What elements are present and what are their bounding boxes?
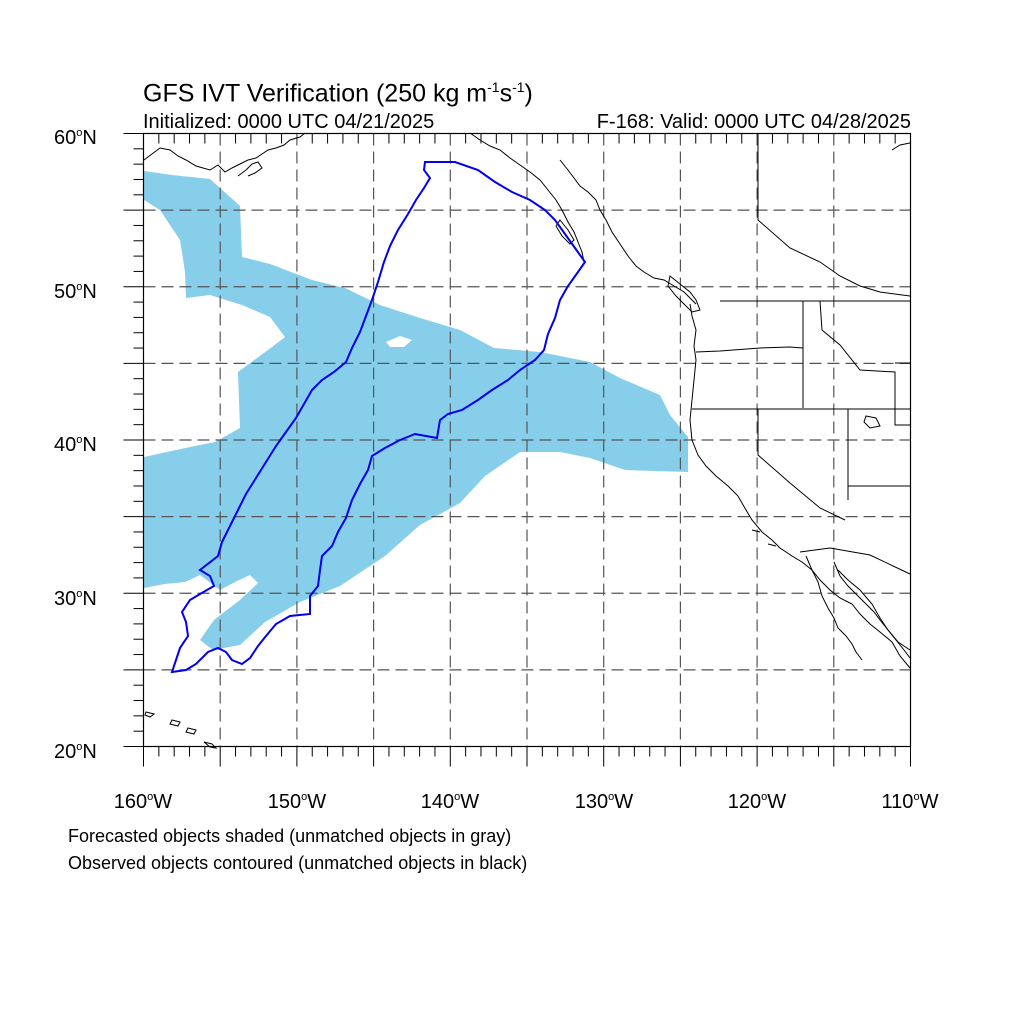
pacific-nw-coastline bbox=[689, 303, 911, 669]
observed-object-contour bbox=[170, 161, 587, 674]
channel-islands bbox=[751, 529, 777, 547]
mexico-border bbox=[799, 547, 911, 575]
maui-island bbox=[185, 727, 197, 735]
haida-gwaii bbox=[555, 219, 575, 245]
wa-or-border bbox=[695, 346, 804, 353]
baja-coastline bbox=[805, 555, 863, 661]
lon-label-130w: 130oW bbox=[574, 791, 634, 813]
oahu-island bbox=[169, 719, 181, 727]
valid-time: F-168: Valid: 0000 UTC 04/28/2025 bbox=[596, 111, 911, 133]
map-title: GFS IVT Verification (250 kg m-1s-1) bbox=[143, 79, 533, 108]
lat-label-20n: 20oN bbox=[54, 741, 97, 763]
kenai-coastline bbox=[237, 161, 263, 177]
observed-legend-note: Observed objects contoured (unmatched ob… bbox=[68, 853, 528, 873]
yukon-border bbox=[757, 133, 911, 297]
coastlines-and-borders bbox=[143, 132, 911, 749]
hudson-coast bbox=[891, 142, 911, 151]
vancouver-island bbox=[667, 275, 701, 313]
panhandle-coastline bbox=[469, 132, 585, 263]
lat-label-30n: 30oN bbox=[54, 588, 97, 610]
nevada-ca-border bbox=[757, 409, 846, 521]
lat-label-60n: 60oN bbox=[54, 127, 97, 149]
montana-border bbox=[819, 300, 910, 426]
lon-label-160w: 160oW bbox=[113, 791, 173, 813]
forecast-object-shaded bbox=[144, 171, 688, 650]
great-salt-lake bbox=[863, 415, 881, 429]
lat-label-50n: 50oN bbox=[54, 281, 97, 303]
lat-label-40n: 40oN bbox=[54, 434, 97, 456]
lon-label-110w: 110oW bbox=[881, 791, 939, 813]
forecast-legend-note: Forecasted objects shaded (unmatched obj… bbox=[68, 826, 512, 846]
gulf-california-coastline bbox=[833, 561, 911, 659]
forecast-object-fill bbox=[144, 171, 688, 650]
bc-coastline bbox=[559, 159, 697, 305]
lon-label-140w: 140oW bbox=[420, 791, 480, 813]
lat-lon-gridlines bbox=[143, 133, 911, 747]
mexico-coast-inland bbox=[837, 569, 911, 651]
kauai-island bbox=[144, 711, 156, 718]
alaska-coastline bbox=[143, 132, 306, 173]
hawaii-island bbox=[203, 741, 218, 749]
initialized-time: Initialized: 0000 UTC 04/21/2025 bbox=[143, 111, 435, 133]
lon-label-150w: 150oW bbox=[267, 791, 327, 813]
lon-label-120w: 120oW bbox=[727, 791, 787, 813]
axis-ticks bbox=[123, 133, 911, 767]
forecast-object-gap bbox=[386, 336, 412, 347]
